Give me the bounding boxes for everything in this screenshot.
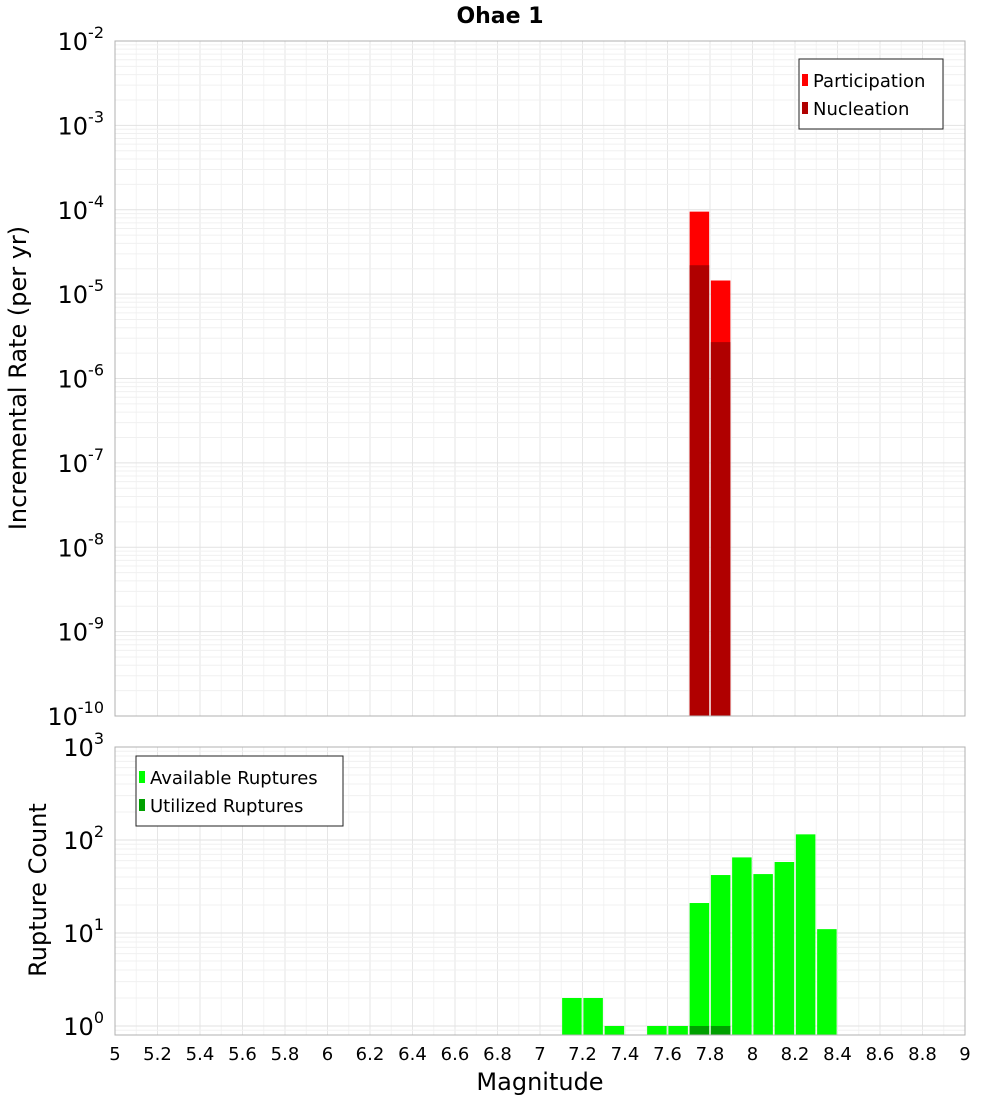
- y-tick-label: 10-3: [58, 107, 105, 140]
- bar: [710, 342, 731, 716]
- legend-box: [135, 755, 344, 827]
- legend-label: Nucleation: [813, 99, 909, 120]
- top-legend: Participation Nucleation: [798, 58, 944, 130]
- chart-title: Ohae 1: [456, 4, 543, 29]
- bar: [710, 1025, 731, 1035]
- x-tick-label: 7.4: [611, 1044, 640, 1065]
- bar: [604, 1025, 625, 1035]
- y-tick-label: 103: [63, 729, 104, 762]
- y-tick-label: 10-6: [58, 361, 105, 394]
- bar: [689, 1025, 710, 1035]
- x-tick-label: 8: [747, 1044, 758, 1065]
- x-tick-label: 6: [322, 1044, 333, 1065]
- top-grid: [114, 40, 966, 717]
- x-tick-label: 5.8: [271, 1044, 300, 1065]
- y-tick-label: 10-8: [58, 529, 105, 562]
- legend-label: Participation: [813, 71, 925, 92]
- y-tick-label: 102: [63, 822, 104, 855]
- x-tick-label: 7.6: [653, 1044, 682, 1065]
- bar: [689, 903, 710, 1035]
- bottom-y-axis-label: Rupture Count: [24, 803, 52, 977]
- legend-box: [798, 58, 944, 130]
- x-tick-label: 6.8: [483, 1044, 512, 1065]
- y-tick-label: 10-5: [58, 276, 105, 309]
- bar: [795, 834, 816, 1035]
- legend-swatch: [802, 74, 808, 86]
- bar: [753, 874, 773, 1035]
- x-tick-label: 5.4: [186, 1044, 215, 1065]
- bar: [774, 861, 795, 1035]
- legend-swatch: [139, 799, 145, 811]
- bottom-legend: Available Ruptures Utilized Ruptures: [135, 755, 344, 827]
- bar: [668, 1025, 688, 1035]
- x-tick-label: 6.2: [356, 1044, 385, 1065]
- bar: [732, 857, 752, 1035]
- top-y-axis-label: Incremental Rate (per yr): [4, 226, 32, 530]
- rupture-count-panel: 100 101 102 103 Available Ruptures Utilized R…: [63, 729, 966, 1041]
- x-tick-label: 8.8: [908, 1044, 937, 1065]
- x-axis-label: Magnitude: [476, 1068, 603, 1096]
- x-tick-label: 8.2: [781, 1044, 810, 1065]
- x-tick-label: 7: [534, 1044, 545, 1065]
- x-tick-label: 6.4: [398, 1044, 427, 1065]
- legend-swatch: [802, 102, 808, 114]
- y-tick-label: 10-2: [58, 23, 105, 56]
- x-tick-label: 7.2: [568, 1044, 597, 1065]
- y-tick-label: 10-7: [58, 445, 105, 478]
- bar: [583, 997, 603, 1035]
- top-series-secondary: [689, 265, 731, 716]
- x-tick-label: 7.8: [696, 1044, 725, 1065]
- bottom-plot-frame: [114, 746, 966, 1036]
- bar: [710, 875, 731, 1035]
- x-tick-label: 5.6: [228, 1044, 257, 1065]
- legend-swatch: [139, 771, 145, 783]
- x-tick-label: 9: [959, 1044, 970, 1065]
- top-plot-frame: [114, 40, 966, 717]
- bar: [562, 997, 582, 1035]
- bar: [647, 1025, 667, 1035]
- y-tick-label: 10-10: [47, 698, 104, 731]
- x-tick-label: 5.2: [143, 1044, 172, 1065]
- x-tick-label: 6.6: [441, 1044, 470, 1065]
- bar: [817, 929, 837, 1035]
- bottom-series-secondary: [689, 1025, 731, 1035]
- x-tick-label: 8.4: [823, 1044, 852, 1065]
- y-tick-label: 10-4: [58, 192, 105, 225]
- y-tick-label: 100: [63, 1008, 104, 1041]
- x-tick-label: 8.6: [866, 1044, 895, 1065]
- y-tick-label: 10-9: [58, 614, 105, 647]
- bar: [689, 265, 710, 716]
- legend-label: Utilized Ruptures: [150, 796, 303, 817]
- bottom-series-primary: [562, 834, 837, 1035]
- x-tick-labels: 5 5.2 5.4 5.6 5.8 6 6.2 6.4 6.6 6.8 7 7.2 7.4 7.6 7.8 8…: [109, 1044, 970, 1065]
- participation-nucleation-panel: 10-10 10-9 10-8 10-7 10-6 10-5 10-4 10-3 10-2 Par…: [47, 23, 966, 731]
- x-tick-label: 5: [109, 1044, 120, 1065]
- y-tick-label: 101: [63, 915, 104, 948]
- legend-label: Available Ruptures: [150, 768, 318, 789]
